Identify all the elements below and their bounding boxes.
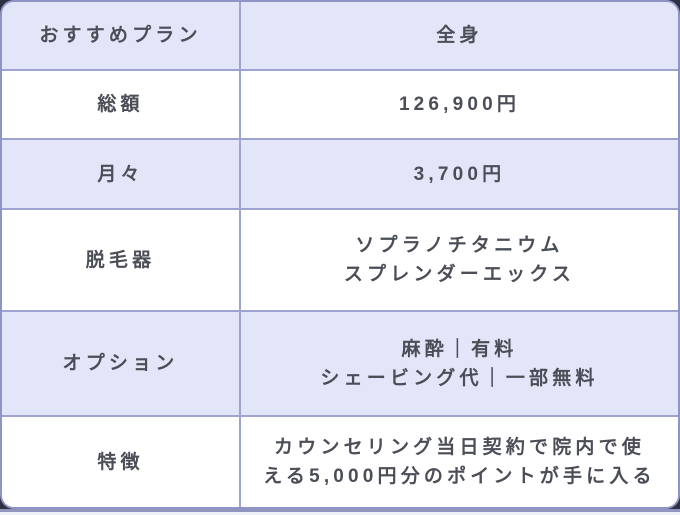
table-row-features: 特徴 カウンセリング当日契約で院内で使 える5,000円分のポイントが手に入る	[2, 415, 678, 507]
value-line: 126,900円	[398, 94, 521, 115]
row-label: 脱毛器	[85, 249, 156, 271]
value-line: カウンセリング当日契約で院内で使	[274, 437, 645, 458]
bottom-divider-rule	[0, 509, 680, 512]
row-label: 総額	[97, 94, 144, 115]
bottom-divider-gap	[0, 512, 680, 515]
row-value-cell: ソプラノチタニウム スプレンダーエックス	[241, 210, 678, 310]
table-row-device: 脱毛器 ソプラノチタニウム スプレンダーエックス	[2, 208, 678, 310]
value-line: シェービング代｜一部無料	[320, 367, 599, 389]
value-line: 麻酔｜有料	[401, 338, 518, 360]
row-value-cell: カウンセリング当日契約で院内で使 える5,000円分のポイントが手に入る	[241, 417, 678, 507]
row-label: 月々	[97, 163, 144, 185]
row-label: おすすめプラン	[39, 25, 202, 46]
row-label-cell: 総額	[2, 71, 241, 138]
value-line: ソプラノチタニウム	[355, 235, 564, 256]
row-label-cell: 特徴	[2, 417, 241, 507]
row-value-cell: 126,900円	[241, 71, 678, 138]
value-line: 3,700円	[413, 163, 506, 185]
row-label-cell: おすすめプラン	[2, 2, 241, 69]
row-label-cell: オプション	[2, 312, 241, 415]
value-line: スプレンダーエックス	[343, 264, 576, 285]
row-value-cell: 全身	[241, 2, 678, 69]
row-label-cell: 月々	[2, 140, 241, 208]
table-row-options: オプション 麻酔｜有料 シェービング代｜一部無料	[2, 310, 678, 415]
row-label-cell: 脱毛器	[2, 210, 241, 310]
row-label: 特徴	[97, 451, 144, 473]
table-row-total-price: 総額 126,900円	[2, 69, 678, 138]
row-value-cell: 3,700円	[241, 140, 678, 208]
row-label: オプション	[62, 353, 179, 374]
table-row-recommended-plan: おすすめプラン 全身	[2, 2, 678, 69]
table-row-monthly-price: 月々 3,700円	[2, 138, 678, 208]
value-line: える5,000円分のポイントが手に入る	[263, 466, 656, 487]
row-value-cell: 麻酔｜有料 シェービング代｜一部無料	[241, 312, 678, 415]
value-line: 全身	[436, 25, 483, 46]
